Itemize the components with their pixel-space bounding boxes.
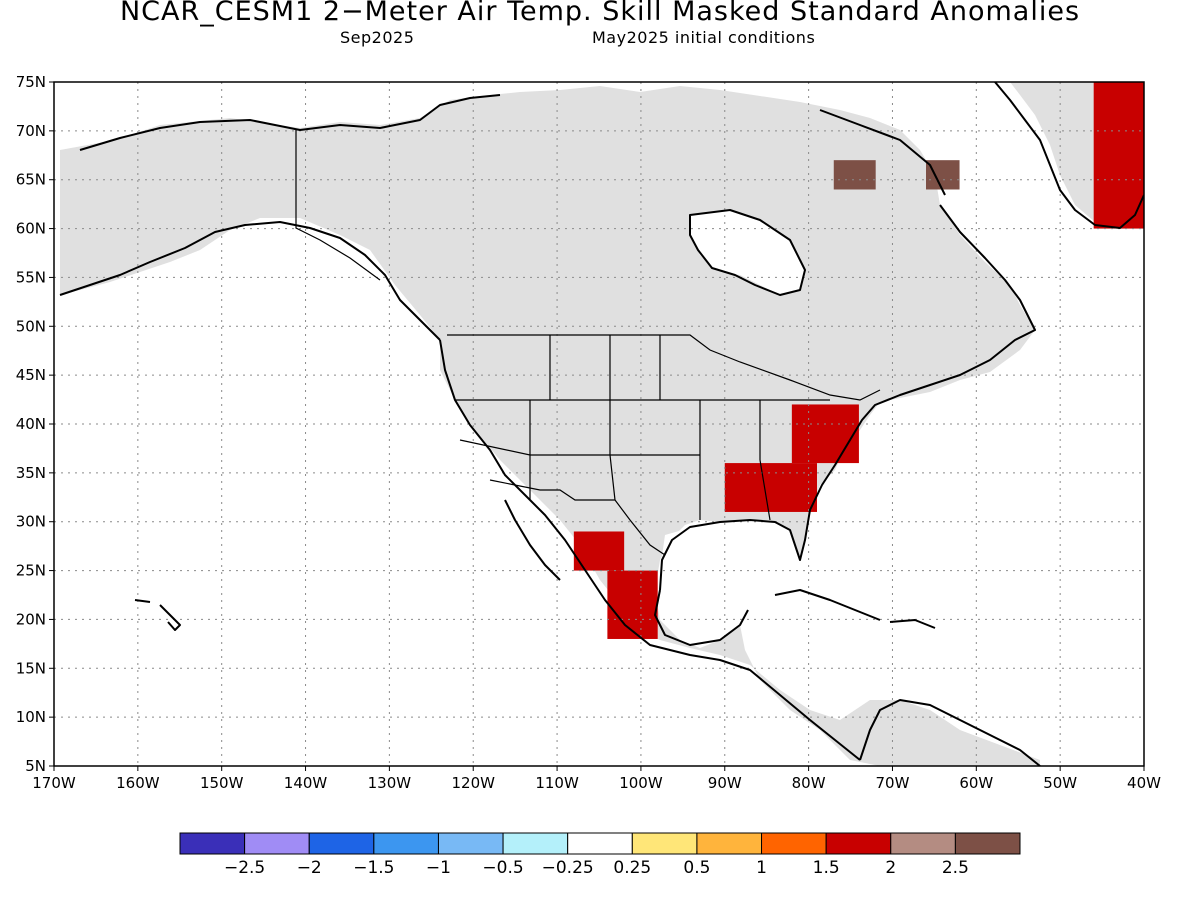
anomaly-cell bbox=[791, 404, 859, 464]
coastline-greenland bbox=[994, 82, 1144, 229]
y-tick-label: 5N bbox=[25, 757, 46, 775]
x-tick-label: 120W bbox=[451, 774, 495, 792]
y-tick-label: 65N bbox=[16, 171, 46, 189]
colorbar-label: −2.5 bbox=[224, 858, 265, 878]
anomaly-cell bbox=[607, 570, 658, 639]
x-tick-label: 70W bbox=[876, 774, 910, 792]
colorbar-legend: −2.5 −2 −1.5 −1 −0.5 −0.25 0.25 0.5 1 1.5 2 2.5 bbox=[179, 832, 1021, 878]
colorbar-swatch bbox=[244, 832, 310, 855]
graticule bbox=[54, 82, 1144, 766]
colorbar-swatch bbox=[761, 832, 827, 855]
map-title: NCAR_CESM1 2−Meter Air Temp. Skill Maske… bbox=[119, 0, 1081, 27]
longitude-tick-labels: 170W 160W 150W 140W 130W 120W 110W 100W 90W 80W 70… bbox=[32, 766, 1161, 792]
y-tick-label: 60N bbox=[16, 220, 46, 238]
y-tick-label: 70N bbox=[16, 122, 46, 140]
y-tick-label: 55N bbox=[16, 268, 46, 286]
colorbar-label: 2 bbox=[885, 858, 896, 878]
border-alaska-canada bbox=[295, 130, 381, 281]
anomaly-cell bbox=[926, 160, 960, 190]
coastline-gulf-atlantic bbox=[659, 204, 1036, 591]
border-us-mexico bbox=[489, 479, 666, 556]
y-tick-label: 40N bbox=[16, 415, 46, 433]
land-north-america bbox=[60, 86, 1040, 766]
coastline-gulf-of-mexico-west bbox=[654, 589, 749, 646]
colorbar-label: 1 bbox=[756, 858, 767, 878]
y-tick-label: 10N bbox=[16, 708, 46, 726]
colorbar-swatch bbox=[567, 832, 633, 855]
x-tick-label: 80W bbox=[792, 774, 826, 792]
colorbar-label: −2 bbox=[297, 858, 322, 878]
coastline-hawaii bbox=[134, 599, 181, 631]
colorbar-swatch bbox=[502, 832, 569, 855]
y-tick-label: 15N bbox=[16, 659, 46, 677]
coastline-pacific bbox=[439, 339, 861, 761]
anomaly-cell bbox=[724, 463, 817, 512]
border-states bbox=[455, 335, 830, 521]
coastline-baja bbox=[504, 499, 561, 581]
y-tick-label: 35N bbox=[16, 464, 46, 482]
colorbar-label: −1 bbox=[426, 858, 451, 878]
x-tick-label: 110W bbox=[535, 774, 579, 792]
y-tick-label: 25N bbox=[16, 562, 46, 580]
coastline-alaska bbox=[59, 221, 441, 341]
coastline-hudson-bay bbox=[689, 209, 806, 296]
coastline-hispaniola bbox=[889, 619, 936, 629]
colorbar-label: 1.5 bbox=[813, 858, 840, 878]
coastline-south-america bbox=[859, 699, 1041, 766]
colorbar-swatch bbox=[373, 832, 439, 855]
latitude-tick-labels: 5N 10N 15N 20N 25N 30N 35N 40N 45N 50N 55N 60N 65N 70… bbox=[16, 73, 54, 775]
land-gulf-mask bbox=[660, 522, 770, 615]
colorbar-label: 0.5 bbox=[683, 858, 710, 878]
y-tick-label: 75N bbox=[16, 73, 46, 91]
x-tick-label: 50W bbox=[1043, 774, 1077, 792]
x-tick-label: 60W bbox=[959, 774, 993, 792]
coastline-cuba bbox=[774, 589, 881, 621]
x-tick-label: 90W bbox=[708, 774, 742, 792]
colorbar-swatch bbox=[954, 832, 1021, 855]
colorbar-swatch bbox=[179, 832, 246, 855]
colorbar-label: −0.5 bbox=[482, 858, 523, 878]
colorbar-swatch bbox=[890, 832, 956, 855]
x-tick-label: 140W bbox=[284, 774, 328, 792]
x-tick-label: 160W bbox=[116, 774, 160, 792]
colorbar-swatch bbox=[825, 832, 892, 855]
anomaly-cell bbox=[1093, 82, 1144, 229]
political-borders-layer bbox=[295, 130, 881, 556]
y-tick-label: 45N bbox=[16, 366, 46, 384]
anomaly-layer bbox=[573, 82, 1144, 639]
colorbar-swatch bbox=[437, 832, 504, 855]
coastline-layer bbox=[59, 82, 1144, 766]
initial-conditions-label: May2025 initial conditions bbox=[592, 28, 816, 47]
colorbar-swatch bbox=[631, 832, 698, 855]
x-tick-label: 150W bbox=[200, 774, 244, 792]
colorbar-swatch bbox=[696, 832, 763, 855]
coastline-arctic bbox=[79, 94, 501, 151]
y-tick-label: 50N bbox=[16, 317, 46, 335]
x-tick-label: 100W bbox=[619, 774, 663, 792]
anomaly-cell bbox=[833, 160, 876, 190]
y-tick-label: 30N bbox=[16, 513, 46, 531]
x-tick-label: 170W bbox=[32, 774, 76, 792]
colorbar-label: −0.25 bbox=[542, 858, 594, 878]
colorbar-label: −1.5 bbox=[353, 858, 394, 878]
coastline-baffin bbox=[819, 109, 946, 196]
x-tick-label: 40W bbox=[1127, 774, 1161, 792]
border-us-canada bbox=[447, 334, 881, 401]
target-month-label: Sep2025 bbox=[340, 28, 415, 47]
colorbar-swatch bbox=[308, 832, 375, 855]
x-tick-label: 130W bbox=[368, 774, 412, 792]
colorbar-label: 0.25 bbox=[613, 858, 651, 878]
y-tick-label: 20N bbox=[16, 610, 46, 628]
colorbar-label: 2.5 bbox=[942, 858, 969, 878]
